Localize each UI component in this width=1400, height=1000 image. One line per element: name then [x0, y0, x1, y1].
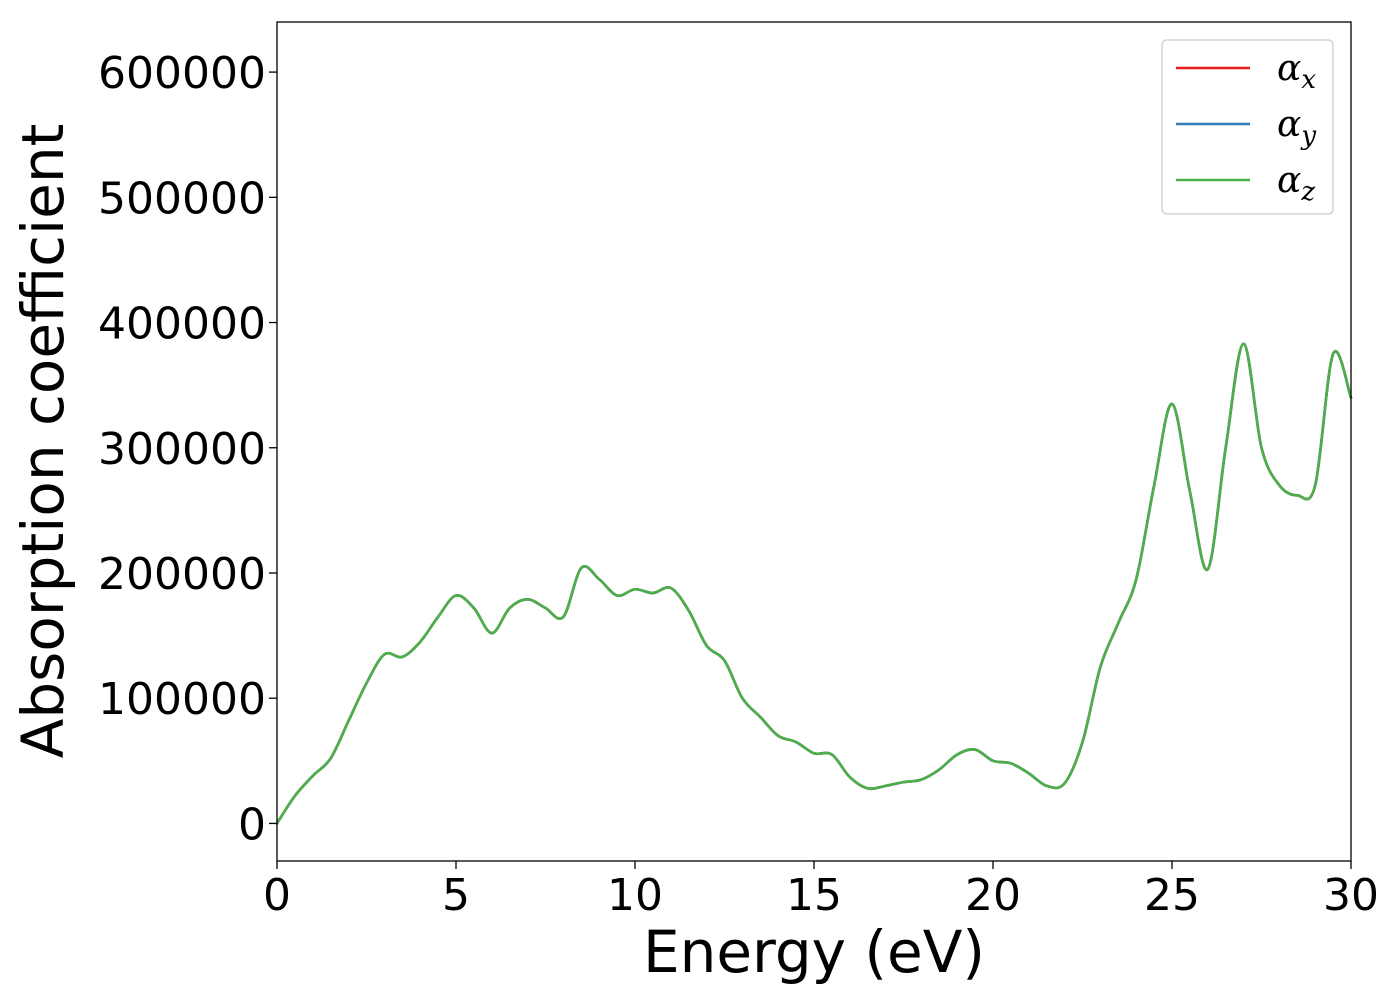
x-tick-label: 10	[607, 870, 663, 921]
y-tick-label: 100000	[98, 674, 266, 725]
series-layer	[275, 342, 1353, 825]
y-tick-label: 500000	[98, 173, 266, 224]
y-tick-label: 200000	[98, 549, 266, 600]
x-tick-label: 20	[965, 870, 1021, 921]
x-tick-label: 0	[263, 870, 291, 921]
series-line-alpha-z	[275, 342, 1353, 825]
legend-label-alpha-x: αx	[1277, 48, 1316, 95]
x-tick-label: 25	[1144, 870, 1200, 921]
legend-label-alpha-y: αy	[1277, 104, 1316, 151]
x-axis-ticks: 0 5 10 15 20 25 30	[263, 861, 1379, 921]
legend-box	[1161, 39, 1334, 215]
y-axis-ticks: 0 100000 200000 300000 400000 500000 600000	[98, 48, 277, 850]
x-tick-label: 5	[442, 870, 470, 921]
x-tick-label: 15	[786, 870, 842, 921]
y-tick-label: 300000	[98, 424, 266, 475]
x-tick-label: 30	[1323, 870, 1379, 921]
x-axis-title: Energy (eV)	[643, 918, 985, 986]
y-tick-label: 600000	[98, 48, 266, 99]
legend: αx αy αz	[1161, 39, 1334, 215]
y-tick-label: 400000	[98, 299, 266, 350]
legend-label-alpha-z: αz	[1277, 160, 1315, 207]
y-axis-title: Absorption coefficient	[9, 124, 77, 759]
y-tick-label: 0	[238, 799, 266, 850]
